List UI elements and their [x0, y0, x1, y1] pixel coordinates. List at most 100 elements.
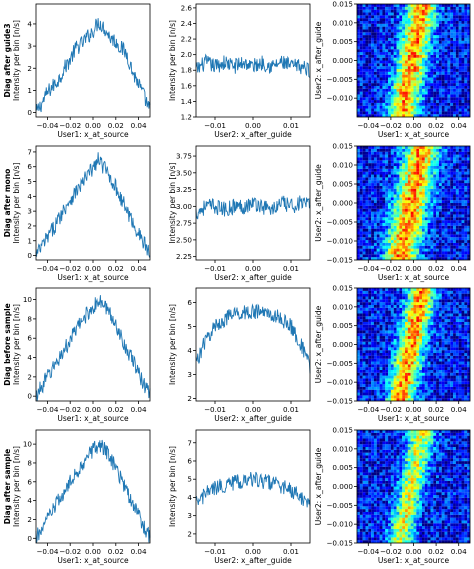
heatmap-cell: [464, 54, 468, 58]
heatmap-cell: [399, 296, 403, 300]
heatmap-cell: [464, 344, 468, 348]
y-tick-label: 4: [27, 19, 32, 28]
heatmap-cell: [382, 180, 386, 184]
heatmap-cell: [357, 194, 360, 198]
heatmap-cell: [390, 214, 394, 218]
heatmap-cell: [368, 257, 372, 261]
y-tick-label: 6: [187, 298, 192, 307]
heatmap-cell: [368, 222, 372, 226]
heatmap-cell: [461, 26, 465, 30]
heatmap-cell: [402, 225, 406, 229]
heatmap-cell: [359, 222, 363, 226]
heatmap-cell: [424, 80, 428, 84]
heatmap-cell: [455, 180, 459, 184]
heatmap-cell: [407, 177, 411, 181]
heatmap-cell: [362, 37, 366, 41]
heatmap-cell: [390, 398, 394, 402]
heatmap-cell: [433, 220, 437, 223]
heatmap-cell: [464, 242, 468, 246]
heatmap-cell: [458, 304, 462, 308]
heatmap-cell: [362, 333, 366, 337]
heatmap-cell: [371, 174, 375, 178]
heatmap-cell: [379, 183, 383, 186]
heatmap-cell: [413, 94, 417, 98]
heatmap-cell: [444, 91, 448, 95]
heatmap-cell: [382, 183, 386, 186]
heatmap-cell: [438, 240, 442, 243]
heatmap-cell: [376, 316, 380, 320]
heatmap-cell: [444, 18, 448, 22]
heatmap-cell: [382, 57, 386, 61]
heatmap-cell: [382, 228, 386, 232]
heatmap-cell: [444, 231, 448, 235]
heatmap-cell: [379, 203, 383, 206]
heatmap-cell: [376, 146, 380, 149]
heatmap-cell: [438, 228, 442, 232]
heatmap-cell: [467, 105, 471, 109]
heatmap-cell: [371, 20, 375, 24]
heatmap-cell: [450, 102, 454, 106]
heatmap-cell: [373, 240, 377, 243]
heatmap-cell: [430, 32, 434, 36]
heatmap-cell: [382, 154, 386, 158]
heatmap-cell: [393, 203, 397, 206]
heatmap-cell: [407, 160, 411, 164]
heatmap-cell: [362, 321, 366, 325]
heatmap-cell: [438, 40, 442, 44]
heatmap-cell: [419, 203, 423, 206]
heatmap-cell: [365, 200, 369, 204]
heatmap-cell: [444, 191, 448, 195]
heatmap-cell: [390, 299, 394, 303]
heatmap-cell: [467, 54, 471, 58]
heatmap-cell: [365, 242, 369, 246]
heatmap-cell: [368, 165, 372, 169]
heatmap-cell: [407, 240, 411, 243]
heatmap-cell: [441, 208, 445, 212]
heatmap-cell: [464, 257, 468, 261]
heatmap-cell: [382, 29, 386, 33]
heatmap-cell: [441, 12, 445, 16]
heatmap-cell: [357, 386, 360, 390]
heatmap-cell: [405, 154, 408, 158]
heatmap-cell: [402, 6, 406, 10]
heatmap-cell: [399, 313, 403, 317]
heatmap-cell: [365, 71, 369, 75]
heatmap-cell: [390, 395, 394, 399]
heatmap-cell: [357, 74, 360, 78]
heatmap-cell: [362, 20, 366, 24]
heatmap-cell: [371, 369, 375, 373]
heatmap-cell: [447, 389, 451, 393]
heatmap-cell: [416, 344, 420, 348]
heatmap-cell: [399, 4, 403, 7]
heatmap-cell: [453, 71, 456, 75]
heatmap-cell: [388, 367, 391, 370]
heatmap-cell: [438, 32, 442, 36]
heatmap-cell: [455, 37, 459, 41]
heatmap-cell: [424, 54, 428, 58]
heatmap-cell: [396, 304, 400, 308]
heatmap-cell: [396, 46, 400, 50]
heatmap-cell: [405, 372, 408, 376]
y-tick-label: 1: [27, 236, 32, 245]
heatmap-cell: [424, 88, 428, 92]
heatmap-cell: [421, 384, 425, 387]
x-tick-label: 0.00: [85, 264, 101, 273]
heatmap-cell: [373, 304, 377, 308]
heatmap-cell: [373, 177, 377, 181]
heatmap-cell: [365, 163, 369, 166]
heatmap-cell: [390, 108, 394, 112]
heatmap-cell: [371, 12, 375, 16]
heatmap-cell: [464, 336, 468, 339]
heatmap-cell: [441, 157, 445, 161]
heatmap-cell: [458, 290, 462, 294]
heatmap-cell: [371, 74, 375, 78]
heatmap-cell: [407, 154, 411, 158]
heatmap-cell: [402, 20, 406, 24]
heatmap-cell: [419, 231, 423, 235]
heatmap-cell: [433, 352, 437, 356]
heatmap-cell: [433, 32, 437, 36]
heatmap-cell: [430, 231, 434, 235]
heatmap-cell: [390, 316, 394, 320]
heatmap-cell: [464, 217, 468, 221]
heatmap-cell: [362, 214, 366, 218]
